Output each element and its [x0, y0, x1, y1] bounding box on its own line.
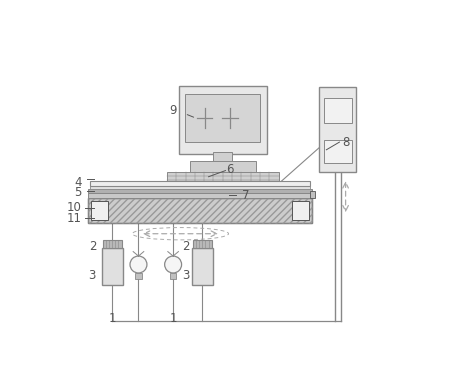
Text: 1: 1	[108, 312, 116, 325]
Bar	[319, 87, 356, 172]
Bar	[323, 140, 351, 163]
Bar	[88, 198, 311, 223]
Bar	[190, 161, 255, 172]
Bar	[191, 248, 213, 285]
Text: 3: 3	[182, 269, 189, 282]
Bar	[169, 273, 176, 279]
Bar	[135, 273, 141, 279]
Text: 2: 2	[182, 240, 189, 253]
Text: 5: 5	[74, 186, 81, 199]
Circle shape	[130, 256, 147, 273]
Bar	[323, 98, 351, 123]
Bar	[88, 198, 311, 223]
Bar	[101, 248, 123, 285]
Text: 2: 2	[89, 240, 97, 253]
Text: 8: 8	[341, 136, 349, 149]
Bar	[167, 172, 278, 188]
Text: 9: 9	[169, 104, 176, 117]
Text: 11: 11	[67, 212, 82, 225]
Bar	[213, 152, 232, 161]
Bar	[91, 201, 108, 220]
Bar	[88, 189, 311, 193]
Text: 6: 6	[226, 162, 233, 176]
Bar	[88, 193, 311, 198]
Text: 7: 7	[241, 189, 249, 202]
Bar	[185, 94, 260, 142]
Circle shape	[164, 256, 181, 273]
Text: 1: 1	[169, 312, 176, 325]
Bar	[90, 181, 309, 186]
Bar	[103, 240, 121, 248]
Bar	[178, 86, 267, 154]
Text: 10: 10	[67, 201, 82, 214]
Bar	[309, 191, 314, 198]
Text: 3: 3	[88, 269, 95, 282]
Text: 4: 4	[74, 176, 81, 189]
Bar	[90, 186, 309, 189]
Bar	[291, 201, 308, 220]
Bar	[193, 240, 211, 248]
